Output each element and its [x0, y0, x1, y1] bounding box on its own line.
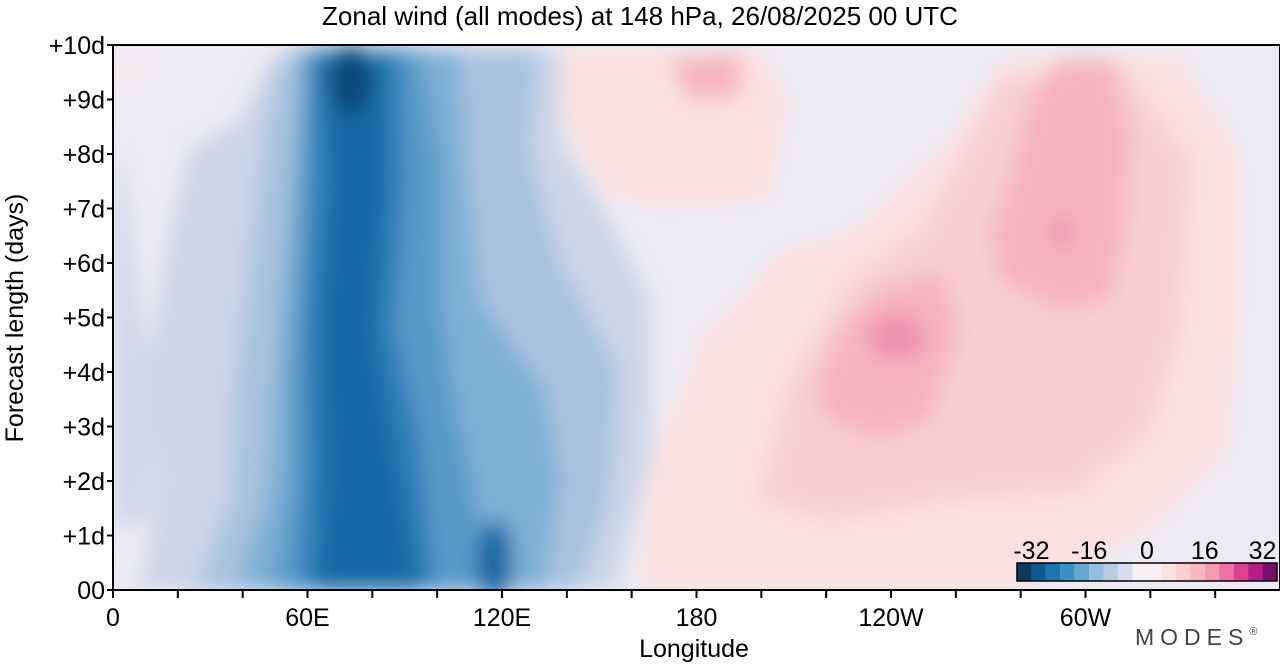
y-tick-label: +2d	[63, 468, 105, 496]
colorbar-label: 0	[1140, 537, 1154, 565]
colorbar-swatch	[1089, 563, 1104, 581]
registered-mark: ®	[1249, 626, 1257, 638]
colorbar-swatch	[1045, 563, 1061, 581]
colorbar-swatch	[1031, 563, 1046, 581]
colorbar-swatch	[1118, 563, 1133, 581]
x-axis: 0 60E 120E 180 120W 60W	[106, 590, 1217, 632]
modes-watermark-text: MODES	[1135, 624, 1249, 650]
colorbar-label: 16	[1191, 537, 1219, 565]
colorbar-swatch	[1074, 563, 1090, 581]
x-tick-label: 60E	[285, 604, 329, 632]
contour-east-28	[318, 60, 420, 590]
colorbar-swatch	[1219, 563, 1234, 581]
contour-west-16a	[869, 315, 925, 359]
contour-west-12c	[670, 55, 740, 100]
colorbar-swatch	[1262, 563, 1277, 581]
contour-west-16b	[1052, 218, 1072, 246]
x-axis-label: Longitude	[639, 635, 749, 663]
y-tick-label: +1d	[63, 523, 105, 551]
y-tick-label: +3d	[63, 414, 105, 442]
y-tick-label: +6d	[63, 250, 105, 278]
colorbar-swatch	[1233, 563, 1249, 581]
contour-east-32	[328, 45, 372, 115]
colorbar-label: 32	[1249, 537, 1277, 565]
colorbar-swatch	[1248, 563, 1263, 581]
colorbar-label: -16	[1071, 537, 1107, 565]
y-tick-label: +7d	[63, 196, 105, 224]
colorbar-swatch	[1060, 563, 1075, 581]
x-tick-label: 120E	[473, 604, 531, 632]
x-tick-label: 0	[106, 604, 120, 632]
colorbar-swatch	[1204, 563, 1220, 581]
y-tick-label: +5d	[63, 305, 105, 333]
colorbar-frame	[1016, 562, 1278, 582]
y-tick-label: +9d	[63, 87, 105, 115]
y-axis: 00 +1d +2d +3d +4d +5d +6d +7d +8d +9d +10d	[49, 32, 113, 605]
x-tick-label: 180	[676, 604, 718, 632]
colorbar-swatch	[1132, 563, 1162, 581]
modes-watermark: MODES®	[1135, 624, 1257, 650]
chart-title: Zonal wind (all modes) at 148 hPa, 26/08…	[322, 1, 958, 31]
contour-east-28b	[477, 520, 513, 590]
colorbar-swatch	[1175, 563, 1191, 581]
colorbar-swatch	[1103, 563, 1119, 581]
colorbar-label: -32	[1013, 537, 1049, 565]
contour-west-4c	[113, 50, 170, 100]
contour-west-12b	[990, 60, 1130, 310]
y-tick-label: 00	[77, 577, 105, 605]
colorbar-swatch	[1017, 563, 1032, 581]
colorbar: -32 -16 0 16 32	[1013, 537, 1278, 582]
x-tick-label: 60W	[1060, 604, 1112, 632]
wind-field	[113, 45, 1280, 590]
x-tick-label: 120W	[858, 604, 924, 632]
contour-weak-east-west	[113, 150, 160, 530]
colorbar-swatch	[1190, 563, 1205, 581]
colorbar-swatch	[1161, 563, 1176, 581]
y-tick-label: +4d	[63, 359, 105, 387]
y-tick-label: +8d	[63, 141, 105, 169]
y-axis-label: Forecast length (days)	[1, 194, 29, 443]
y-tick-label: +10d	[49, 32, 105, 60]
